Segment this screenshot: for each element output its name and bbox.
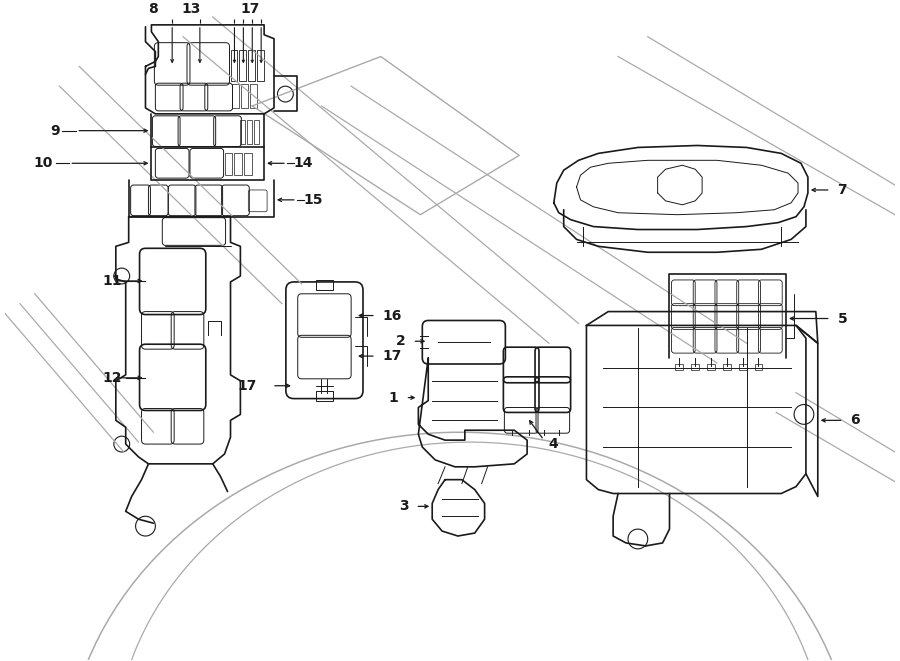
Text: 3: 3 xyxy=(399,499,409,514)
Text: 13: 13 xyxy=(181,2,201,16)
Bar xyxy=(248,50,256,81)
Bar xyxy=(257,50,264,81)
Text: 9: 9 xyxy=(50,124,59,137)
Bar xyxy=(230,50,238,81)
Bar xyxy=(316,280,333,290)
Text: 1: 1 xyxy=(389,391,399,405)
Bar xyxy=(248,120,252,143)
Bar xyxy=(707,364,715,370)
Bar xyxy=(723,364,731,370)
Bar xyxy=(675,364,683,370)
Text: 10: 10 xyxy=(33,156,52,171)
Text: 11: 11 xyxy=(103,274,122,288)
Text: 15: 15 xyxy=(303,193,323,207)
Text: 16: 16 xyxy=(382,309,402,323)
Text: 2: 2 xyxy=(396,334,406,348)
Text: 4: 4 xyxy=(549,437,559,451)
Text: 17: 17 xyxy=(382,349,402,363)
Bar xyxy=(244,153,252,175)
Bar xyxy=(239,50,247,81)
Bar xyxy=(250,84,257,108)
Bar xyxy=(316,391,333,401)
Text: 7: 7 xyxy=(838,183,847,197)
Text: 6: 6 xyxy=(850,413,860,428)
Bar xyxy=(254,120,259,143)
Text: 12: 12 xyxy=(103,371,122,385)
Bar xyxy=(225,153,232,175)
Bar xyxy=(235,153,242,175)
Text: 5: 5 xyxy=(838,311,847,325)
Bar xyxy=(691,364,699,370)
Text: 14: 14 xyxy=(293,156,313,171)
Text: 17: 17 xyxy=(238,379,257,393)
Text: 8: 8 xyxy=(148,2,158,16)
Bar xyxy=(240,120,246,143)
Text: 17: 17 xyxy=(240,2,260,16)
Bar xyxy=(241,84,248,108)
Bar xyxy=(232,84,239,108)
Bar xyxy=(739,364,747,370)
Bar xyxy=(754,364,762,370)
